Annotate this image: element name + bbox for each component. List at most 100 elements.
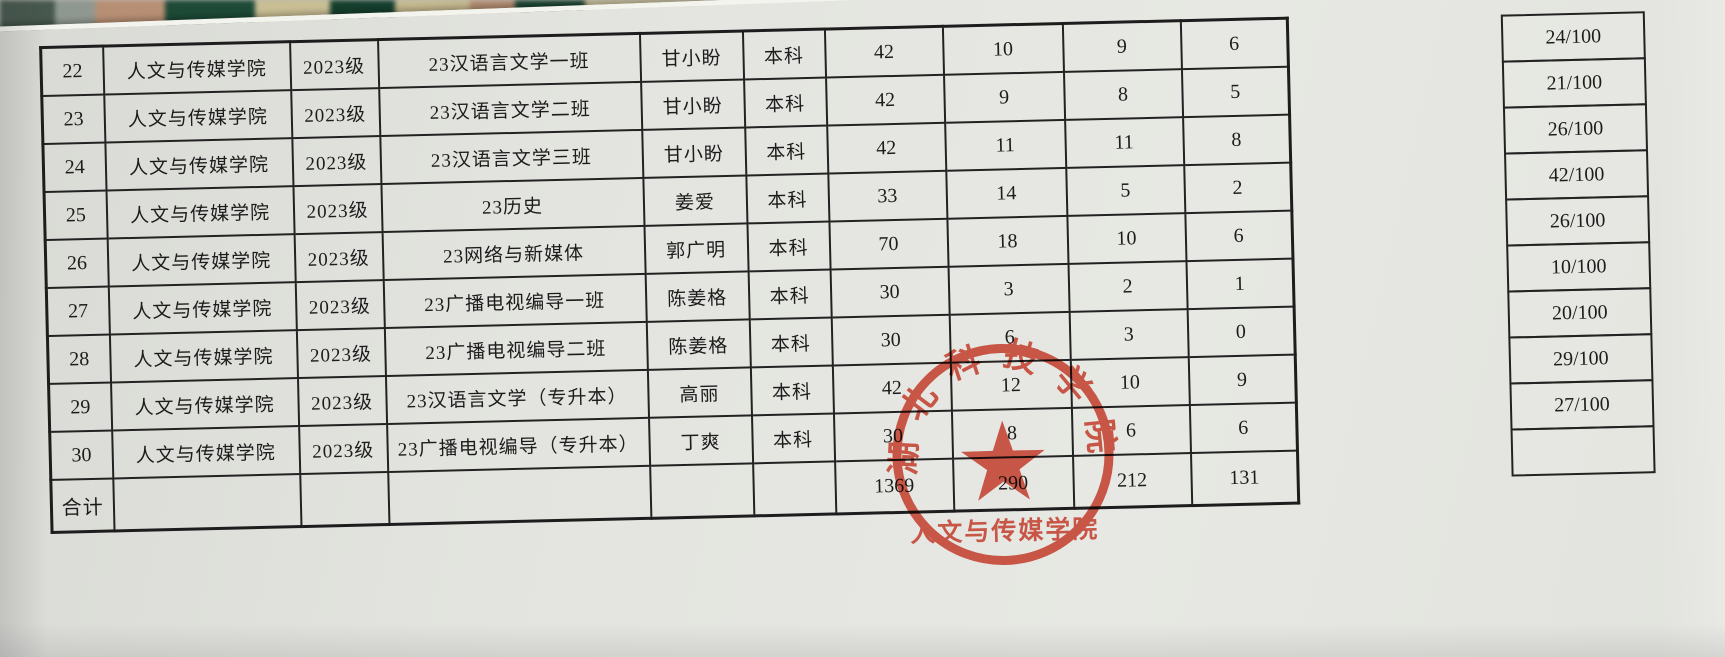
score-cell: 27/100: [1509, 379, 1655, 431]
total-empty-cell: [387, 465, 651, 525]
cell-grade: 2023级: [295, 280, 385, 331]
cell-v1: 10: [942, 23, 1064, 75]
cell-v2: 11: [1064, 117, 1184, 168]
cell-college: 人文与传媒学院: [103, 90, 292, 143]
cell-v1: 14: [945, 167, 1067, 219]
cell-v3: 0: [1187, 306, 1296, 358]
cell-className: 23广播电视编导（专升本）: [386, 417, 650, 472]
cell-v1: 9: [943, 71, 1065, 123]
cell-level: 本科: [750, 365, 834, 416]
cell-className: 23广播电视编导一班: [383, 273, 647, 329]
cell-grade: 2023级: [294, 232, 384, 283]
score-cell: 10/100: [1506, 241, 1652, 293]
cell-className: 23汉语言文学（专升本）: [385, 369, 649, 425]
cell-no: 26: [45, 238, 109, 288]
total-empty-cell: [299, 471, 389, 527]
cell-v2: 5: [1065, 165, 1185, 216]
total-value: 131: [1190, 450, 1299, 506]
cell-advisor: 甘小盼: [640, 79, 745, 130]
cell-v1: 18: [946, 215, 1069, 267]
cell-enrolled: 70: [828, 218, 949, 270]
cell-grade: 2023级: [298, 424, 388, 475]
cell-grade: 2023级: [290, 88, 380, 139]
cell-v3: 2: [1183, 162, 1292, 214]
cell-advisor: 高丽: [647, 367, 752, 418]
cell-level: 本科: [749, 317, 833, 368]
score-cell: [1510, 425, 1656, 477]
cell-advisor: 陈姜格: [646, 319, 751, 370]
cell-advisor: 甘小盼: [639, 31, 744, 82]
cell-v2: 9: [1062, 20, 1182, 72]
stamp-ring: [892, 343, 1114, 565]
score-cell: 21/100: [1501, 57, 1647, 109]
cell-no: 28: [47, 334, 111, 384]
cell-v2: 10: [1066, 213, 1186, 264]
cell-level: 本科: [746, 221, 831, 272]
cell-college: 人文与传媒学院: [110, 378, 299, 431]
cell-v3: 6: [1180, 18, 1289, 70]
cell-no: 30: [49, 430, 113, 480]
cell-className: 23历史: [380, 177, 645, 233]
cell-advisor: 丁爽: [648, 415, 753, 466]
score-cell: 26/100: [1505, 195, 1651, 247]
score-cell: 29/100: [1508, 333, 1654, 385]
cell-grade: 2023级: [292, 184, 383, 235]
cell-enrolled: 42: [824, 26, 944, 78]
score-cell: 20/100: [1507, 287, 1653, 339]
cell-advisor: 姜爱: [642, 175, 747, 226]
cell-no: 22: [40, 46, 104, 97]
total-empty-cell: [752, 461, 836, 516]
cell-level: 本科: [751, 413, 835, 464]
cell-college: 人文与传媒学院: [109, 330, 298, 383]
cell-v1: 11: [944, 119, 1066, 171]
cell-enrolled: 42: [826, 122, 946, 174]
cell-level: 本科: [742, 29, 826, 80]
cell-enrolled: 42: [825, 74, 945, 126]
cell-advisor: 陈姜格: [645, 271, 750, 322]
cell-v3: 6: [1184, 210, 1293, 262]
cell-advisor: 甘小盼: [641, 127, 746, 178]
score-cell: 24/100: [1500, 11, 1646, 63]
cell-no: 24: [42, 142, 107, 193]
cell-className: 23汉语言文学三班: [379, 129, 643, 185]
stamp-bottom-text: 人文与传媒学院: [910, 514, 1100, 547]
cell-className: 23广播电视编导二班: [384, 321, 648, 377]
cell-className: 23汉语言文学二班: [378, 81, 642, 137]
cell-v2: 2: [1068, 261, 1188, 312]
cell-no: 23: [41, 94, 105, 145]
total-empty-cell: [112, 474, 301, 531]
cell-level: 本科: [745, 173, 829, 224]
cell-v2: 8: [1063, 69, 1183, 120]
cell-advisor: 郭广明: [644, 223, 749, 274]
cell-v3: 9: [1188, 354, 1297, 406]
cell-college: 人文与传媒学院: [111, 426, 300, 479]
cell-v3: 8: [1182, 114, 1291, 166]
cell-className: 23网络与新媒体: [382, 225, 646, 281]
cell-grade: 2023级: [297, 376, 387, 427]
cell-level: 本科: [744, 125, 828, 176]
cell-enrolled: 30: [830, 266, 950, 318]
cell-enrolled: 33: [827, 170, 947, 222]
stamp-star-icon: [961, 420, 1045, 501]
cell-level: 本科: [748, 269, 832, 320]
official-stamp-seal: 湖北科技学院 人文与传媒学院: [882, 334, 1123, 565]
cell-grade: 2023级: [296, 328, 386, 379]
score-cell: 26/100: [1502, 103, 1649, 155]
score-column: 24/100 21/100 26/100 42/100 26/100 10/100 20/1…: [1500, 11, 1656, 477]
cell-college: 人文与传媒学院: [104, 138, 293, 191]
cell-college: 人文与传媒学院: [106, 186, 295, 239]
cell-grade: 2023级: [291, 136, 381, 187]
cell-className: 23汉语言文学一班: [377, 33, 641, 89]
cell-no: 27: [46, 286, 110, 336]
cell-level: 本科: [743, 77, 827, 128]
cell-college: 人文与传媒学院: [107, 234, 296, 287]
cell-college: 人文与传媒学院: [108, 282, 297, 335]
total-empty-cell: [649, 463, 754, 519]
cell-v3: 5: [1181, 66, 1290, 118]
cell-no: 29: [48, 382, 112, 432]
cell-v3: 6: [1189, 402, 1298, 454]
cell-grade: 2023级: [289, 39, 379, 91]
score-cell: 42/100: [1504, 149, 1650, 201]
